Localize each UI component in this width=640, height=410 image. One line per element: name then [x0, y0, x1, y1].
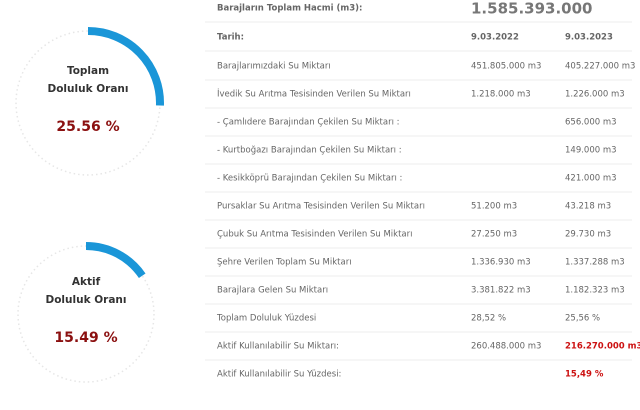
value-cell: 149.000 m3 — [565, 146, 617, 156]
value-cell: 421.000 m3 — [565, 174, 617, 184]
row-label: Çubuk Su Arıtma Tesisinden Verilen Su Mi… — [217, 230, 413, 240]
value-cell: 3.381.822 m3 — [471, 286, 531, 296]
gauge-subtitle: Doluluk Oranı — [48, 83, 129, 95]
header-cell: Tarih: — [217, 33, 244, 43]
row-label: İvedik Su Arıtma Tesisinden Verilen Su M… — [217, 89, 411, 100]
value-cell: 1.337.288 m3 — [565, 258, 625, 268]
value-cell: 1.182.323 m3 — [565, 286, 625, 296]
gauge-title: Toplam — [67, 65, 109, 77]
total-value: 1.585.393.000 — [471, 0, 592, 18]
row-label: - Kesikköprü Barajından Çekilen Su Mikta… — [217, 174, 402, 184]
value-cell: 43.218 m3 — [565, 202, 611, 212]
gauge-value: 15.49 % — [54, 330, 117, 346]
value-cell: 1.336.930 m3 — [471, 258, 531, 268]
row-label: Barajlarımızdaki Su Miktarı — [217, 62, 331, 72]
row-label: - Kurtboğazı Barajından Çekilen Su Mikta… — [217, 146, 402, 156]
row-label: Pursaklar Su Arıtma Tesisinden Verilen S… — [217, 202, 425, 212]
total-label: Barajların Toplam Hacmi (m3): — [217, 4, 362, 14]
row-label: Aktif Kullanılabilir Su Miktarı: — [217, 342, 339, 352]
value-cell: 405.227.000 m3 — [565, 62, 635, 72]
header-cell: 9.03.2023 — [565, 33, 613, 43]
gauge-arc — [87, 27, 164, 106]
gauge-title: Aktif — [72, 276, 101, 288]
value-cell: 656.000 m3 — [565, 118, 617, 128]
row-label: Toplam Doluluk Yüzdesi — [216, 314, 316, 324]
row-label: - Çamlıdere Barajından Çekilen Su Miktar… — [217, 118, 400, 128]
value-cell: 1.226.000 m3 — [565, 90, 625, 100]
gauge-value: 25.56 % — [56, 119, 119, 135]
value-cell: 29.730 m3 — [565, 230, 611, 240]
header-cell: 9.03.2022 — [471, 33, 519, 43]
value-cell: 216.270.000 m3 — [565, 342, 640, 352]
value-cell: 51.200 m3 — [471, 202, 517, 212]
value-cell: 28,52 % — [471, 314, 506, 324]
row-label: Aktif Kullanılabilir Su Yüzdesi: — [217, 370, 341, 380]
value-cell: 25,56 % — [565, 314, 600, 324]
gauge-subtitle: Doluluk Oranı — [46, 294, 127, 306]
row-label: Barajlara Gelen Su Miktarı — [217, 286, 328, 296]
value-cell: 15,49 % — [565, 370, 604, 380]
row-label: Şehre Verilen Toplam Su Miktarı — [217, 258, 352, 268]
value-cell: 27.250 m3 — [471, 230, 517, 240]
gauge-arc — [85, 242, 146, 279]
value-cell: 451.805.000 m3 — [471, 62, 541, 72]
value-cell: 1.218.000 m3 — [471, 90, 531, 100]
value-cell: 260.488.000 m3 — [471, 342, 541, 352]
